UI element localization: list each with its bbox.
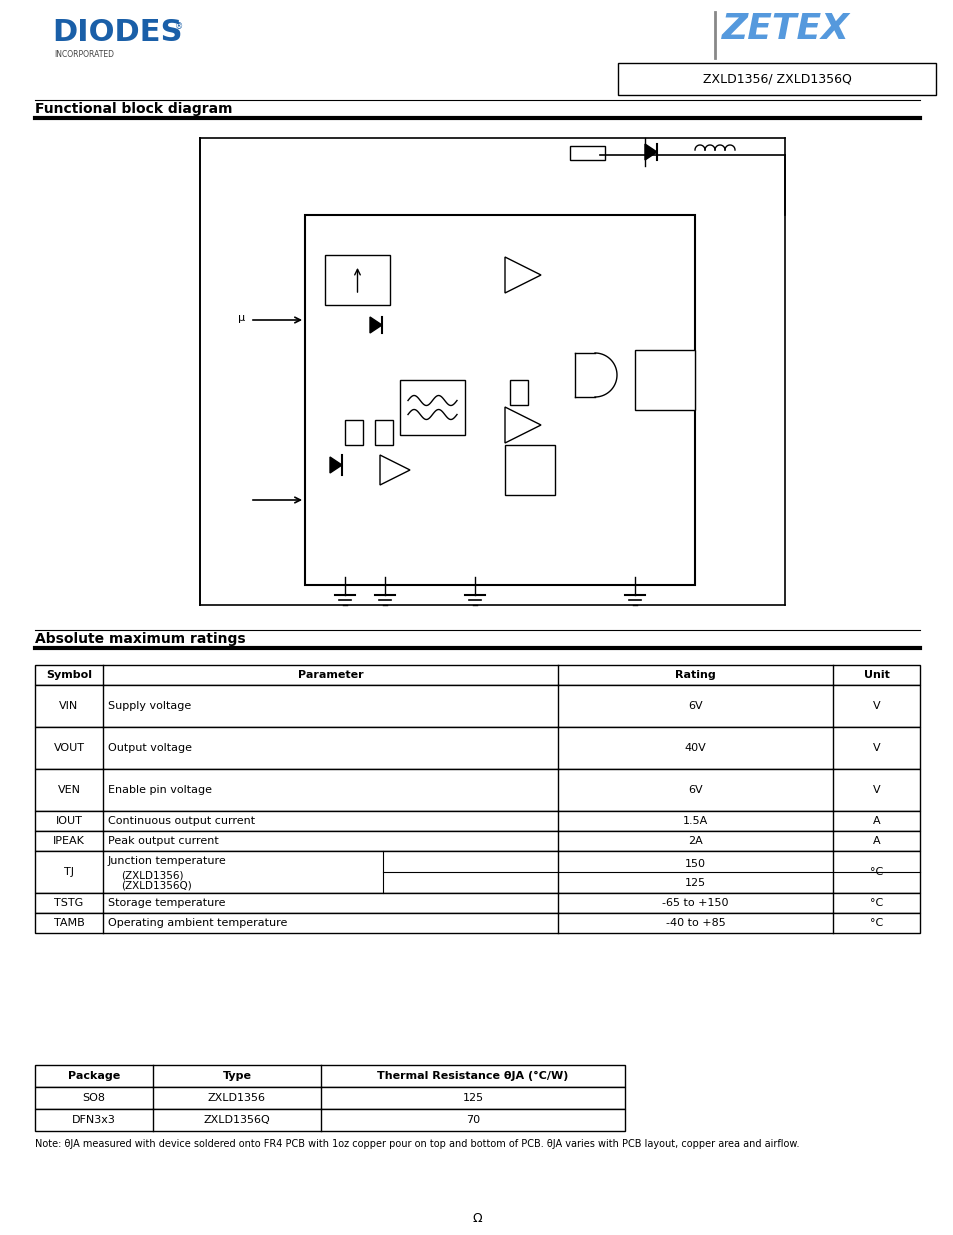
Text: Peak output current: Peak output current	[108, 836, 218, 846]
Bar	[35, 664, 919, 685]
Text: ZXLD1356: ZXLD1356	[208, 1093, 266, 1103]
Text: ZETEX: ZETEX	[721, 12, 849, 46]
Bar	[305, 215, 695, 585]
Text: 2A: 2A	[687, 836, 702, 846]
Bar	[35, 811, 919, 831]
Text: VEN: VEN	[57, 785, 80, 795]
Text: °C: °C	[869, 867, 882, 877]
Text: Unit: Unit	[862, 671, 888, 680]
Text: VOUT: VOUT	[53, 743, 85, 753]
Text: TAMB: TAMB	[53, 918, 84, 927]
Text: 1.5A: 1.5A	[682, 816, 707, 826]
Bar	[35, 1087, 624, 1109]
Text: Supply voltage: Supply voltage	[108, 701, 191, 711]
Text: 40V: 40V	[684, 743, 705, 753]
Text: °C: °C	[869, 918, 882, 927]
Polygon shape	[370, 317, 381, 333]
Text: Rating: Rating	[675, 671, 715, 680]
Text: 125: 125	[684, 878, 705, 888]
Text: V: V	[872, 743, 880, 753]
Text: -65 to +150: -65 to +150	[661, 898, 728, 908]
Text: V: V	[872, 701, 880, 711]
Text: ZXLD1356/ ZXLD1356Q: ZXLD1356/ ZXLD1356Q	[701, 73, 850, 85]
Text: A: A	[872, 816, 880, 826]
Text: DIODES: DIODES	[52, 19, 182, 47]
Polygon shape	[504, 257, 540, 293]
Bar	[35, 1109, 624, 1131]
Text: Continuous output current: Continuous output current	[108, 816, 254, 826]
Bar	[345, 420, 363, 445]
Text: Parameter: Parameter	[297, 671, 363, 680]
Polygon shape	[330, 457, 341, 473]
Bar	[510, 380, 527, 405]
Text: Symbol: Symbol	[46, 671, 91, 680]
Text: ®: ®	[174, 22, 183, 31]
Text: 6V: 6V	[687, 785, 702, 795]
Text: -40 to +85: -40 to +85	[665, 918, 724, 927]
Text: TSTG: TSTG	[54, 898, 84, 908]
Bar	[35, 851, 919, 893]
Text: Junction temperature: Junction temperature	[108, 857, 227, 867]
Bar	[375, 420, 393, 445]
Text: 150: 150	[684, 858, 705, 868]
Text: A: A	[872, 836, 880, 846]
Text: V: V	[872, 785, 880, 795]
Text: °C: °C	[869, 898, 882, 908]
Text: μ: μ	[237, 312, 245, 324]
Bar	[569, 146, 604, 161]
Polygon shape	[379, 454, 410, 485]
Text: 125: 125	[462, 1093, 483, 1103]
Text: ZXLD1356Q: ZXLD1356Q	[203, 1115, 270, 1125]
Text: (ZXLD1356Q): (ZXLD1356Q)	[121, 881, 192, 890]
Bar	[35, 685, 919, 727]
Text: VIN: VIN	[59, 701, 78, 711]
Text: Operating ambient temperature: Operating ambient temperature	[108, 918, 287, 927]
Bar	[635, 350, 695, 410]
Text: Note: θJA measured with device soldered onto FR4 PCB with 1oz copper pour on top: Note: θJA measured with device soldered …	[35, 1139, 799, 1149]
Bar	[35, 769, 919, 811]
Bar	[325, 254, 390, 305]
Bar	[35, 831, 919, 851]
Text: TJ: TJ	[64, 867, 74, 877]
Bar	[35, 1065, 624, 1087]
Text: Output voltage: Output voltage	[108, 743, 192, 753]
Text: INCORPORATED: INCORPORATED	[54, 49, 113, 59]
Text: IOUT: IOUT	[55, 816, 82, 826]
Bar	[399, 380, 464, 435]
Text: Thermal Resistance θJA (°C/W): Thermal Resistance θJA (°C/W)	[377, 1071, 568, 1081]
Polygon shape	[504, 408, 540, 443]
Text: IPEAK: IPEAK	[53, 836, 85, 846]
Text: SO8: SO8	[82, 1093, 106, 1103]
Text: 6V: 6V	[687, 701, 702, 711]
Bar	[504, 445, 555, 495]
Bar	[35, 893, 919, 913]
Text: (ZXLD1356): (ZXLD1356)	[121, 871, 183, 881]
Bar	[35, 913, 919, 932]
Polygon shape	[644, 144, 657, 161]
Text: DFN3x3: DFN3x3	[72, 1115, 116, 1125]
Text: Enable pin voltage: Enable pin voltage	[108, 785, 212, 795]
Text: Ω: Ω	[472, 1212, 481, 1225]
Text: Type: Type	[222, 1071, 252, 1081]
Text: Storage temperature: Storage temperature	[108, 898, 225, 908]
Bar	[35, 727, 919, 769]
Text: 70: 70	[465, 1115, 479, 1125]
Text: Functional block diagram: Functional block diagram	[35, 103, 233, 116]
Bar	[618, 63, 935, 95]
Text: Package: Package	[68, 1071, 120, 1081]
Text: Absolute maximum ratings: Absolute maximum ratings	[35, 632, 245, 646]
